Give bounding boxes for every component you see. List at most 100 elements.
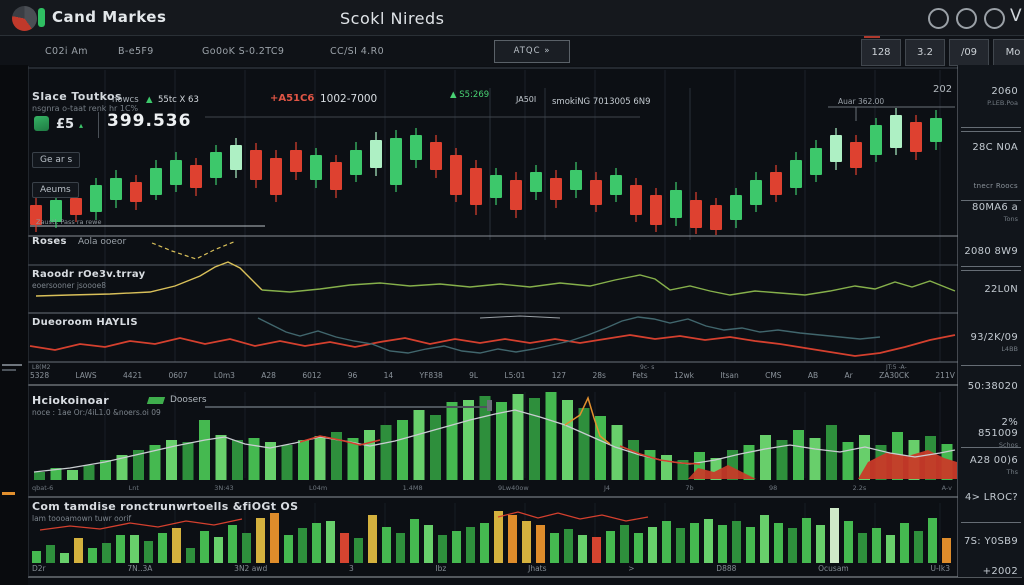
- timeframe-button[interactable]: Mo: [993, 39, 1024, 66]
- sidebar-price-value: 2060: [991, 86, 1018, 97]
- sidebar-price-row[interactable]: 2060 P.LEB.Poa: [962, 86, 1018, 107]
- x-axis-tick: L5:01: [504, 371, 526, 380]
- bottom-axis-tick: >: [628, 564, 635, 573]
- x-axis-tick: ZA30CK: [879, 371, 910, 380]
- bottom-axis-tick: D2r: [32, 564, 46, 573]
- x-axis-tick: 96: [347, 371, 358, 380]
- sidebar-price-row[interactable]: 93/2K/09 L4BB: [962, 332, 1018, 353]
- window-circle-icon[interactable]: [984, 8, 1005, 29]
- alert-tick: [864, 36, 880, 38]
- timeframe-button[interactable]: 3.2: [905, 39, 945, 66]
- sidebar-price-sub: P.LEB.Poa: [987, 99, 1018, 107]
- sidebar-price-row[interactable]: 80MA6 a Tons: [962, 202, 1018, 223]
- sidebar-separator: [961, 447, 1021, 448]
- up-marker-icon: ▲: [146, 95, 153, 105]
- brand-title: Cand Markes: [52, 8, 167, 26]
- app-header: Cand Markes Scokl Nireds V: [0, 0, 1024, 35]
- candle-logo-icon: [38, 8, 45, 27]
- x-axis-tick: 12wk: [673, 371, 694, 380]
- sidebar-price-row[interactable]: 4> LROC?: [962, 492, 1018, 503]
- volume-axis-tick: 7b: [685, 484, 694, 492]
- x-axis-tick: LAWS: [75, 371, 97, 380]
- x-axis: 5328 LAWS 4421 0607 L0m3 A28 6012 96 14 YF838 9L L5…: [30, 371, 955, 380]
- pie-logo-icon: [12, 6, 37, 31]
- sidebar-price-row[interactable]: +2002: [962, 566, 1018, 577]
- x-axis-minor-tick: L8(M2: [32, 364, 51, 371]
- x-axis-tick: AB: [807, 371, 819, 380]
- x-axis-tick: 6012: [302, 371, 322, 380]
- sidebar-price-sub: L4BB: [1001, 345, 1018, 353]
- indicator1-title: Raoodr rOe3v.trray: [32, 269, 146, 280]
- left-bezel: [0, 65, 28, 585]
- bottom-panel-title: Com tamdise ronctrunwrtoells &fiOGt OS: [32, 500, 299, 513]
- sidebar-separator: [961, 522, 1021, 523]
- sidebar-price-value: +2002: [982, 566, 1018, 577]
- bezel-mark: [2, 364, 22, 366]
- bottom-panel-subtitle: lam toooamown tuwr oorif: [32, 514, 132, 523]
- volume-axis-tick: Lnt: [128, 484, 139, 492]
- mid-annotation: smokiNG 7013005 6N9: [552, 97, 651, 107]
- volume-panel-subtitle: noce : 1ae Or:/4iL1.0 &noers.oi 09: [32, 408, 161, 417]
- sidebar-price-value: 2080 8W9: [964, 246, 1018, 257]
- volume-axis-tick: J4: [603, 484, 611, 492]
- sidebar-price-row[interactable]: 2080 8W9: [962, 246, 1018, 257]
- window-circle-icon[interactable]: [928, 8, 949, 29]
- toolbar-item[interactable]: B-e5F9: [118, 46, 154, 57]
- x-axis-minor-tick: 9c- s: [640, 364, 655, 371]
- symbol-dropdown[interactable]: ATQC »: [494, 40, 570, 63]
- watch-chip[interactable]: Aeums: [32, 182, 79, 198]
- x-axis-tick: Fets: [632, 371, 648, 380]
- watch-title: Slace Toutkos: [32, 90, 122, 103]
- bottom-axis-tick: 7N..3A: [127, 564, 153, 573]
- scroll-handle[interactable]: [487, 400, 492, 411]
- bottom-axis-tick: Ocusam: [818, 564, 849, 573]
- x-axis-tick: 4421: [123, 371, 143, 380]
- x-axis-tick: YF838: [419, 371, 443, 380]
- toolbar-item[interactable]: CC/SI 4.R0: [330, 46, 385, 57]
- sidebar-price-value: tnecr Roocs: [973, 182, 1018, 190]
- buy-marker-label: ▲ S5:269: [450, 90, 490, 100]
- measure-line-label: Zaustl. Pass ra rewe: [36, 218, 102, 226]
- divider: [98, 112, 99, 138]
- volume-axis: qbat-6 Lnt 3N:43 L04m 1.4M8 9Lw40ow J4 7b 98 2.2s…: [32, 484, 952, 492]
- bottom-axis-tick: Ibz: [435, 564, 447, 573]
- sidebar-price-value: 4> LROC?: [964, 492, 1018, 503]
- sidebar-price-value: A28 00)6: [969, 455, 1018, 466]
- corner-label: 202: [933, 84, 953, 95]
- x-axis-tick: Ar: [844, 371, 853, 380]
- bottom-axis-tick: 3: [348, 564, 354, 573]
- sidebar-price-row[interactable]: 2% 851009 Schos: [962, 417, 1018, 449]
- bezel-orange-mark: [2, 492, 15, 495]
- sidebar-price-row[interactable]: 50:38020: [962, 381, 1018, 392]
- x-axis-tick: 127: [551, 371, 567, 380]
- change-label: +A51C6: [270, 93, 315, 104]
- timeframe-button[interactable]: 128: [861, 39, 901, 66]
- x-axis-tick: CMS: [765, 371, 782, 380]
- timeframe-button[interactable]: /09: [949, 39, 989, 66]
- sidebar-price-sub: Tons: [1003, 215, 1018, 223]
- toolbar-item[interactable]: C02i Am: [45, 46, 88, 57]
- toolbar-item[interactable]: Go0oK S-0.2TC9: [202, 46, 285, 57]
- sidebar-price-row[interactable]: 7S: Y0SB9: [962, 536, 1018, 547]
- sidebar-price-row[interactable]: 28C N0A: [962, 142, 1018, 153]
- scroll-rule[interactable]: [205, 406, 490, 408]
- toolbar: C02i Am B-e5F9 Go0oK S-0.2TC9 CC/SI 4.R0 AT…: [0, 35, 1024, 66]
- sidebar-price-value: 93/2K/09: [970, 332, 1018, 343]
- bezel-mark: [2, 369, 16, 371]
- signal-panel-title: Roses: [32, 236, 67, 247]
- watch-chip[interactable]: Ge ar s: [32, 152, 81, 168]
- window-circle-icon[interactable]: [956, 8, 977, 29]
- sidebar-price-value: 80MA6 a: [972, 202, 1018, 213]
- sidebar-price-row[interactable]: tnecr Roocs: [962, 182, 1018, 190]
- bottom-axis-tick: Jhats: [528, 564, 547, 573]
- sidebar-price-value: 7S: Y0SB9: [964, 536, 1018, 547]
- sidebar-separator: [961, 365, 1021, 366]
- ticker-icon: [34, 116, 49, 131]
- sidebar-separator: [961, 131, 1021, 132]
- up-arrow-icon: ▴: [79, 121, 84, 130]
- watch-subtitle: nsgnra o-taat renk hr 1C%: [32, 104, 139, 113]
- sidebar-price-row[interactable]: 22L0N: [962, 284, 1018, 295]
- sidebar-price-row[interactable]: A28 00)6 Ths: [962, 455, 1018, 476]
- sidebar-price-sub: Ths: [1006, 468, 1018, 476]
